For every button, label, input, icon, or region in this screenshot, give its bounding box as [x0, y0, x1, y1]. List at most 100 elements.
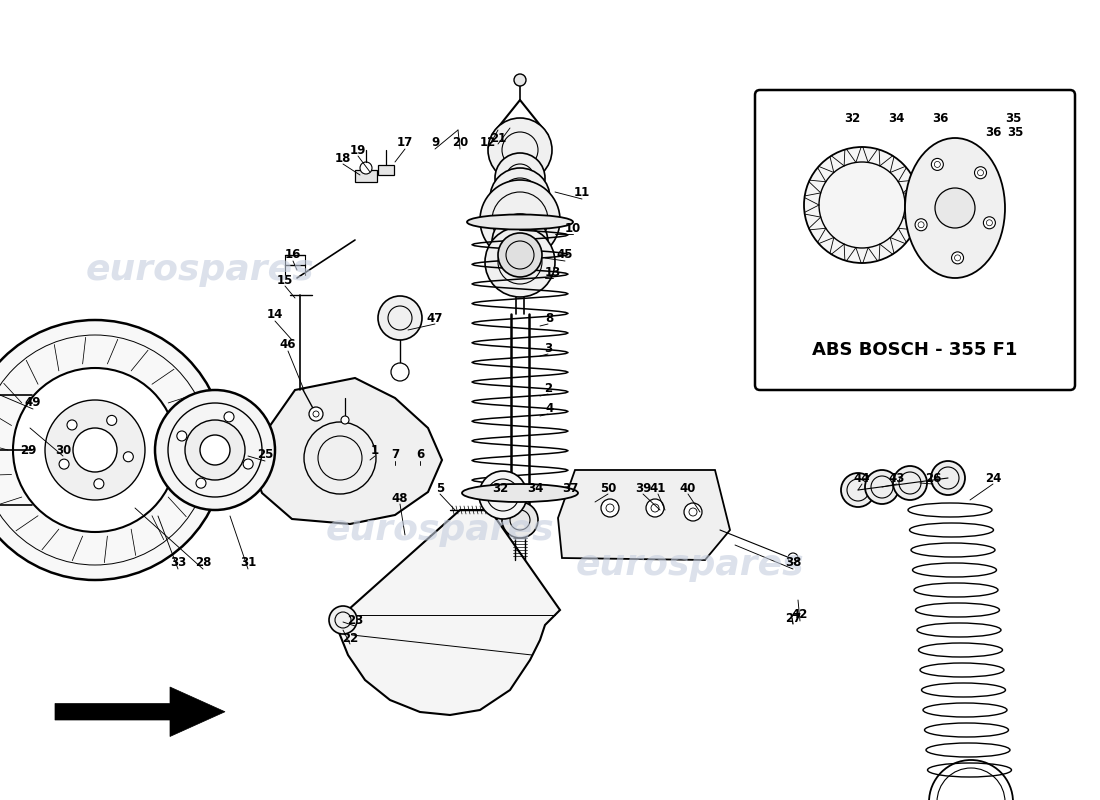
Text: 11: 11 [574, 186, 590, 199]
Circle shape [196, 478, 206, 488]
Text: 8: 8 [544, 311, 553, 325]
Circle shape [200, 435, 230, 465]
Circle shape [67, 420, 77, 430]
Circle shape [930, 760, 1013, 800]
Text: 46: 46 [279, 338, 296, 351]
Circle shape [243, 459, 253, 469]
Text: 12: 12 [480, 135, 496, 149]
Text: 26: 26 [925, 471, 942, 485]
Text: 32: 32 [844, 111, 860, 125]
Circle shape [390, 363, 409, 381]
Text: eurospares: eurospares [326, 513, 554, 547]
Circle shape [788, 553, 798, 563]
Text: 50: 50 [600, 482, 616, 494]
Text: 22: 22 [342, 631, 359, 645]
Circle shape [360, 162, 372, 174]
Text: 45: 45 [557, 249, 573, 262]
Text: 35: 35 [1004, 111, 1021, 125]
Text: 25: 25 [256, 449, 273, 462]
Circle shape [485, 227, 556, 297]
Circle shape [915, 218, 927, 230]
Circle shape [975, 166, 987, 178]
Circle shape [480, 180, 560, 260]
Text: 44: 44 [854, 471, 870, 485]
Circle shape [842, 473, 874, 507]
Circle shape [107, 415, 117, 426]
Circle shape [94, 478, 103, 489]
Text: ABS BOSCH - 355 F1: ABS BOSCH - 355 F1 [812, 341, 1018, 359]
Text: 16: 16 [285, 249, 301, 262]
Circle shape [177, 431, 187, 441]
Text: 5: 5 [436, 482, 444, 494]
Circle shape [935, 188, 975, 228]
Text: 7: 7 [390, 449, 399, 462]
Circle shape [1062, 202, 1074, 214]
Text: 47: 47 [427, 311, 443, 325]
Bar [378, 165, 394, 175]
Text: 27: 27 [785, 611, 801, 625]
Circle shape [490, 168, 550, 228]
Text: 17: 17 [397, 137, 414, 150]
Text: 32: 32 [492, 482, 508, 494]
Text: 34: 34 [888, 111, 904, 125]
Polygon shape [338, 510, 560, 715]
Circle shape [865, 470, 899, 504]
Circle shape [488, 118, 552, 182]
Circle shape [155, 390, 275, 510]
Text: 2: 2 [543, 382, 552, 394]
Circle shape [601, 499, 619, 517]
Circle shape [185, 420, 245, 480]
Circle shape [45, 400, 145, 500]
Ellipse shape [462, 484, 578, 502]
Text: 38: 38 [784, 557, 801, 570]
Text: 36: 36 [932, 111, 948, 125]
Text: eurospares: eurospares [86, 253, 315, 287]
Circle shape [73, 428, 117, 472]
Circle shape [931, 461, 965, 495]
Circle shape [0, 320, 226, 580]
Circle shape [309, 407, 323, 421]
Text: 23: 23 [346, 614, 363, 626]
Circle shape [804, 147, 920, 263]
Text: 30: 30 [55, 443, 72, 457]
Text: 43: 43 [889, 471, 905, 485]
FancyBboxPatch shape [755, 90, 1075, 390]
Text: 19: 19 [350, 143, 366, 157]
Text: 28: 28 [195, 557, 211, 570]
Ellipse shape [905, 138, 1005, 278]
Text: 9: 9 [431, 137, 439, 150]
Circle shape [478, 471, 527, 519]
Text: 34: 34 [527, 482, 543, 494]
Text: 41: 41 [650, 482, 667, 494]
Circle shape [224, 412, 234, 422]
Text: 24: 24 [984, 471, 1001, 485]
Text: 13: 13 [544, 266, 561, 278]
Circle shape [514, 74, 526, 86]
Circle shape [329, 606, 358, 634]
Circle shape [13, 368, 177, 532]
Text: 36: 36 [984, 126, 1001, 139]
Text: 33: 33 [169, 557, 186, 570]
Circle shape [59, 459, 69, 469]
Polygon shape [558, 470, 730, 560]
Text: 37: 37 [562, 482, 579, 494]
Circle shape [952, 252, 964, 264]
Circle shape [893, 466, 927, 500]
Text: 1: 1 [371, 443, 380, 457]
Ellipse shape [468, 214, 573, 230]
Circle shape [495, 153, 544, 203]
Circle shape [932, 158, 944, 170]
Text: 3: 3 [543, 342, 552, 354]
Circle shape [498, 233, 542, 277]
Text: 39: 39 [635, 482, 651, 494]
Circle shape [684, 503, 702, 521]
Text: 48: 48 [392, 491, 408, 505]
Text: eurospares: eurospares [575, 548, 804, 582]
Polygon shape [250, 378, 442, 524]
Text: 15: 15 [277, 274, 294, 286]
Circle shape [646, 499, 664, 517]
Polygon shape [55, 687, 225, 737]
Text: 35: 35 [1006, 126, 1023, 139]
Bar [355, 170, 377, 182]
Text: 14: 14 [267, 309, 283, 322]
